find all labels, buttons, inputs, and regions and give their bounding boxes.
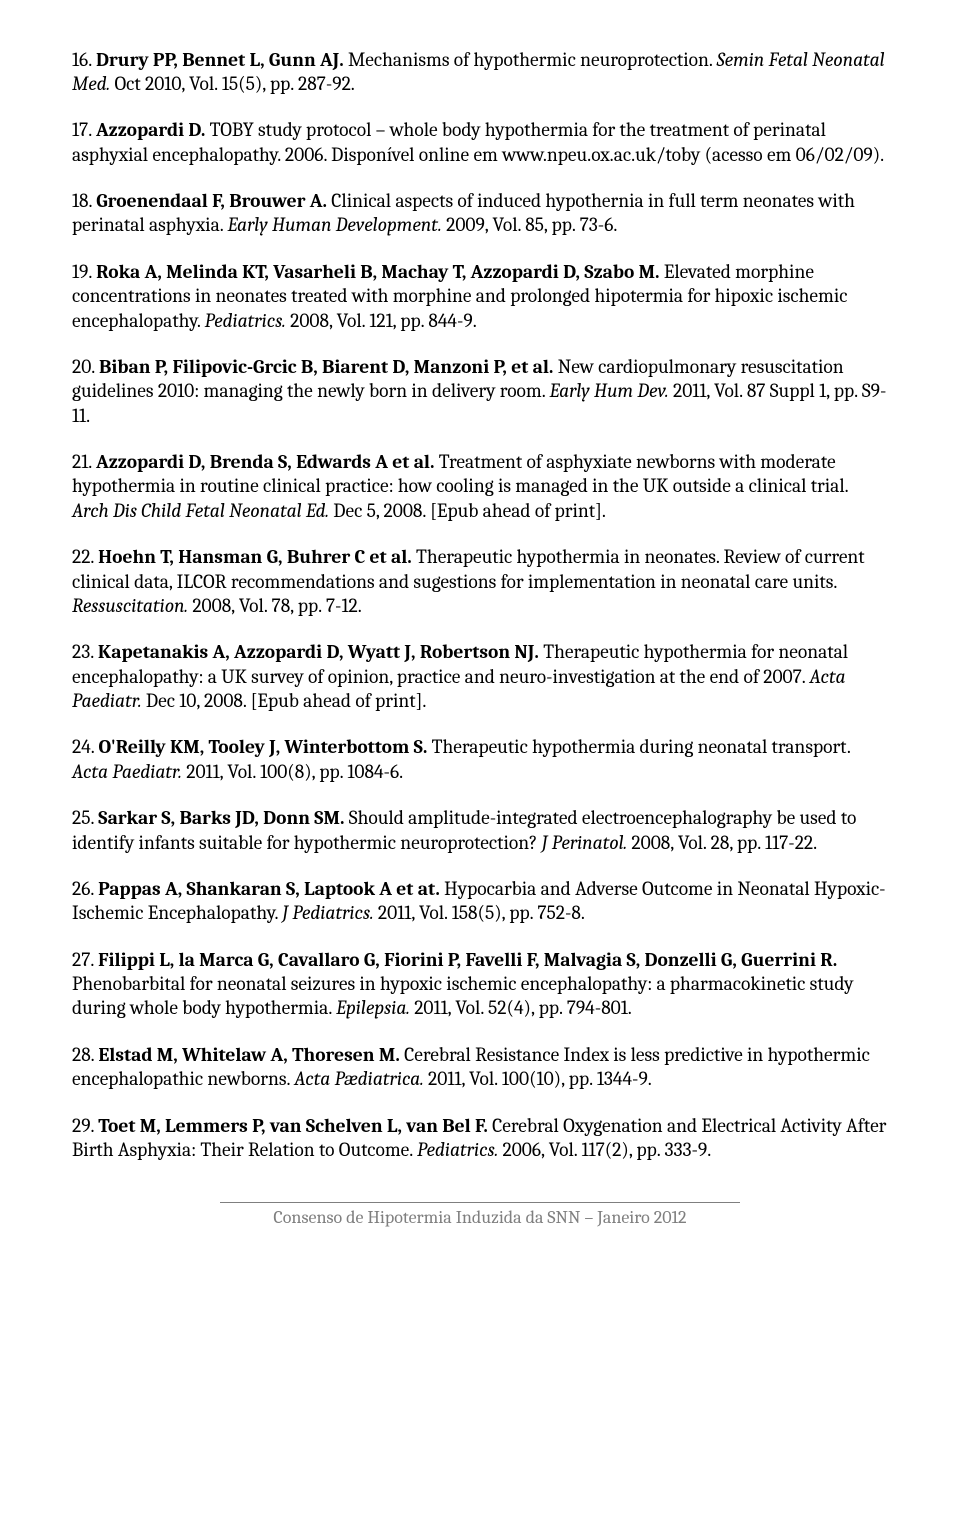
reference-item: 18. Groenendaal F, Brouwer A. Clinical a… [72, 189, 888, 238]
reference-details: 2008, Vol. 28, pp. 117-22. [627, 831, 817, 854]
reference-details: 2008, Vol. 121, pp. 844-9. [286, 309, 477, 332]
reference-details: 2011, Vol. 158(5), pp. 752-8. [374, 901, 585, 924]
reference-authors: Biban P, Filipovic-Grcic B, Biarent D, M… [99, 355, 553, 378]
reference-details: 2009, Vol. 85, pp. 73-6. [442, 213, 618, 236]
reference-number: 23. [72, 640, 98, 663]
reference-authors: Kapetanakis A, Azzopardi D, Wyatt J, Rob… [98, 640, 539, 663]
reference-number: 25. [72, 806, 98, 829]
reference-number: 18. [72, 189, 96, 212]
reference-number: 24. [72, 735, 99, 758]
reference-journal: Epilepsia. [336, 996, 410, 1019]
reference-number: 22. [72, 545, 98, 568]
reference-item: 26. Pappas A, Shankaran S, Laptook A et … [72, 877, 888, 926]
reference-title: Therapeutic hypothermia during neonatal … [427, 735, 850, 758]
reference-journal: Acta Paediatr. [72, 760, 182, 783]
reference-number: 27. [72, 948, 98, 971]
footer: Consenso de Hipotermia Induzida da SNN –… [72, 1202, 888, 1228]
reference-journal: J Perinatol. [542, 831, 628, 854]
reference-item: 19. Roka A, Melinda KT, Vasarheli B, Mac… [72, 260, 888, 333]
reference-authors: Azzopardi D. [96, 118, 205, 141]
reference-title: Mechanisms of hypothermic neuroprotectio… [344, 48, 717, 71]
page: 16. Drury PP, Bennet L, Gunn AJ. Mechani… [0, 0, 960, 1268]
reference-authors: O'Reilly KM, Tooley J, Winterbottom S. [99, 735, 428, 758]
reference-number: 21. [72, 450, 96, 473]
reference-authors: Roka A, Melinda KT, Vasarheli B, Machay … [96, 260, 659, 283]
reference-number: 20. [72, 355, 99, 378]
reference-item: 24. O'Reilly KM, Tooley J, Winterbottom … [72, 735, 888, 784]
reference-number: 19. [72, 260, 96, 283]
reference-details: 2011, Vol. 52(4), pp. 794-801. [410, 996, 632, 1019]
reference-item: 17. Azzopardi D. TOBY study protocol – w… [72, 118, 888, 167]
reference-journal: Acta Pædiatrica. [294, 1067, 424, 1090]
reference-item: 27. Filippi L, la Marca G, Cavallaro G, … [72, 948, 888, 1021]
reference-item: 20. Biban P, Filipovic-Grcic B, Biarent … [72, 355, 888, 428]
reference-journal: Pediatrics. [417, 1138, 498, 1161]
reference-journal: Early Hum Dev. [550, 379, 669, 402]
reference-details: 2011, Vol. 100(8), pp. 1084-6. [182, 760, 403, 783]
reference-authors: Elstad M, Whitelaw A, Thoresen M. [98, 1043, 399, 1066]
reference-number: 16. [72, 48, 96, 71]
reference-details: 2008, Vol. 78, pp. 7-12. [188, 594, 362, 617]
reference-authors: Sarkar S, Barks JD, Donn SM. [98, 806, 344, 829]
reference-authors: Filippi L, la Marca G, Cavallaro G, Fior… [98, 948, 837, 971]
reference-journal: Ressuscitation. [72, 594, 188, 617]
reference-item: 29. Toet M, Lemmers P, van Schelven L, v… [72, 1114, 888, 1163]
reference-authors: Hoehn T, Hansman G, Buhrer C et al. [98, 545, 412, 568]
reference-authors: Toet M, Lemmers P, van Schelven L, van B… [98, 1114, 488, 1137]
reference-journal: Early Human Development. [227, 213, 441, 236]
reference-authors: Azzopardi D, Brenda S, Edwards A et al. [96, 450, 434, 473]
reference-item: 22. Hoehn T, Hansman G, Buhrer C et al. … [72, 545, 888, 618]
reference-details: 2011, Vol. 100(10), pp. 1344-9. [424, 1067, 652, 1090]
reference-number: 26. [72, 877, 98, 900]
reference-number: 28. [72, 1043, 98, 1066]
reference-number: 17. [72, 118, 96, 141]
reference-details: 2006, Vol. 117(2), pp. 333-9. [498, 1138, 711, 1161]
footer-divider [220, 1202, 740, 1203]
footer-text: Consenso de Hipotermia Induzida da SNN –… [273, 1207, 686, 1228]
reference-authors: Pappas A, Shankaran S, Laptook A et at. [98, 877, 440, 900]
reference-details: Oct 2010, Vol. 15(5), pp. 287-92. [110, 72, 355, 95]
reference-item: 21. Azzopardi D, Brenda S, Edwards A et … [72, 450, 888, 523]
reference-number: 29. [72, 1114, 98, 1137]
reference-journal: Pediatrics. [205, 309, 286, 332]
reference-details: Dec 10, 2008. [Epub ahead of print]. [142, 689, 427, 712]
reference-item: 16. Drury PP, Bennet L, Gunn AJ. Mechani… [72, 48, 888, 97]
reference-authors: Drury PP, Bennet L, Gunn AJ. [96, 48, 344, 71]
reference-item: 25. Sarkar S, Barks JD, Donn SM. Should … [72, 806, 888, 855]
reference-item: 23. Kapetanakis A, Azzopardi D, Wyatt J,… [72, 640, 888, 713]
reference-details: Dec 5, 2008. [Epub ahead of print]. [329, 499, 606, 522]
reference-item: 28. Elstad M, Whitelaw A, Thoresen M. Ce… [72, 1043, 888, 1092]
reference-journal: Arch Dis Child Fetal Neonatal Ed. [72, 499, 329, 522]
reference-journal: J Pediatrics. [282, 901, 373, 924]
reference-list: 16. Drury PP, Bennet L, Gunn AJ. Mechani… [72, 48, 888, 1163]
reference-authors: Groenendaal F, Brouwer A. [96, 189, 327, 212]
